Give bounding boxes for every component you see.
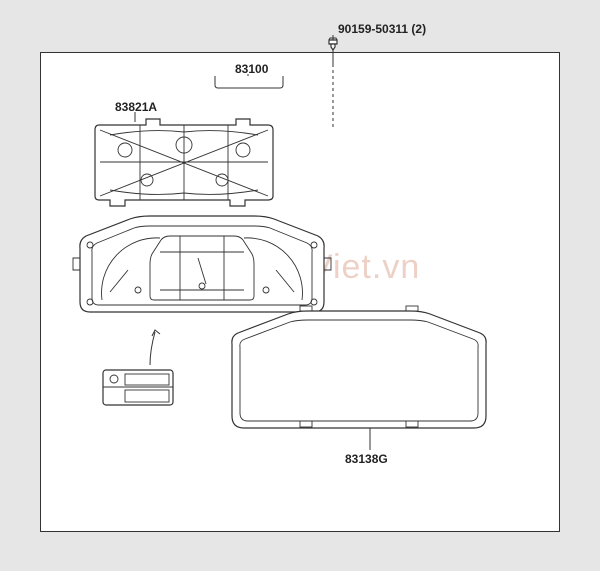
part-meter-cluster [73, 216, 331, 312]
part-glass [232, 306, 486, 428]
bracket-assembly [215, 74, 283, 88]
part-rear-board [95, 119, 273, 206]
part-lcd-detail [103, 370, 173, 405]
detail-arrow [150, 330, 160, 365]
diagram-svg [0, 0, 600, 571]
parts-diagram: 90159-50311 (2) 83100 83821A 83138G Se n… [0, 0, 600, 571]
screw-icon [329, 35, 337, 130]
